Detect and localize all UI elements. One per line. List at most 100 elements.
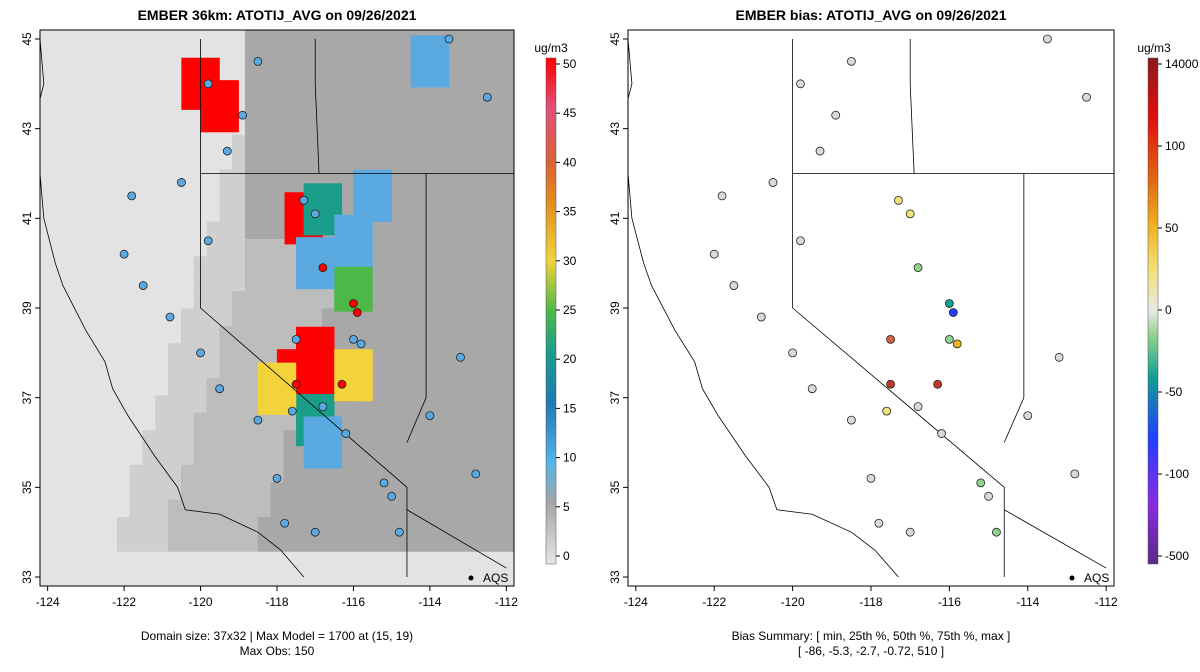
heatmap-cell xyxy=(475,499,489,517)
heatmap-cell xyxy=(462,377,477,396)
heatmap-cell xyxy=(65,308,79,326)
left-aqs-label: AQS xyxy=(483,571,508,585)
heatmap-cell xyxy=(219,151,233,170)
heatmap-cell xyxy=(360,568,374,586)
obs-station xyxy=(471,469,481,479)
heatmap-cell xyxy=(65,203,79,222)
heatmap-cell xyxy=(398,412,413,431)
heatmap-cell xyxy=(475,47,489,66)
heatmap-cell xyxy=(40,273,54,292)
heatmap-cell xyxy=(116,412,131,431)
heatmap-cell xyxy=(449,429,464,448)
heatmap-cell xyxy=(347,516,361,535)
heatmap-cell xyxy=(129,255,143,274)
heatmap-cell xyxy=(373,412,387,431)
heatmap-cell xyxy=(116,82,131,100)
heatmap-cell xyxy=(385,47,400,66)
heatmap-cell xyxy=(321,30,336,48)
heatmap-cell xyxy=(411,308,425,326)
bias-station xyxy=(709,249,719,259)
heatmap-cell xyxy=(270,238,284,257)
heatmap-cell xyxy=(347,134,361,153)
heatmap-cell xyxy=(437,221,451,239)
heatmap-cell xyxy=(168,342,182,361)
heatmap-cell xyxy=(449,394,464,413)
heatmap-cell xyxy=(385,290,400,309)
heatmap-cell xyxy=(373,360,387,378)
heatmap-cell xyxy=(385,394,400,413)
heatmap-cell xyxy=(501,481,514,500)
heatmap-cell xyxy=(78,273,92,292)
heatmap-cell xyxy=(65,516,79,535)
heatmap-cell xyxy=(142,290,156,309)
heatmap-cell xyxy=(398,221,413,239)
heatmap-cell xyxy=(91,221,105,239)
right-state-boundaries xyxy=(628,38,1114,578)
heatmap-cell xyxy=(129,47,143,66)
y-tick-label: 39 xyxy=(20,301,34,315)
heatmap-cell xyxy=(116,429,131,448)
heatmap-cell xyxy=(219,360,233,378)
y-tick-label: 45 xyxy=(20,32,34,46)
heatmap-cell xyxy=(347,481,361,500)
heatmap-cell xyxy=(232,342,246,361)
heatmap-cell xyxy=(411,516,425,535)
heatmap-cell xyxy=(219,568,233,586)
legend-tick-label: 45 xyxy=(563,106,577,120)
heatmap-cell xyxy=(155,151,169,170)
bias-station xyxy=(905,209,915,219)
heatmap-cell xyxy=(104,499,118,517)
heatmap-cell xyxy=(206,394,220,413)
heatmap-cell xyxy=(142,429,156,448)
heatmap-cell xyxy=(168,551,182,570)
heatmap-cell xyxy=(424,203,438,222)
heatmap-cell xyxy=(52,464,67,483)
heatmap-cell xyxy=(270,203,284,222)
heatmap-cell xyxy=(142,47,156,66)
heatmap-cell xyxy=(91,273,105,292)
heatmap-cell xyxy=(501,290,514,309)
heatmap-cell xyxy=(270,151,284,170)
heatmap-cell xyxy=(347,64,361,83)
heatmap-cell xyxy=(488,290,502,309)
heatmap-cell xyxy=(411,360,425,378)
heatmap-cell xyxy=(129,221,143,239)
heatmap-cell xyxy=(206,412,220,431)
heatmap-cell xyxy=(501,186,514,205)
heatmap-cell xyxy=(219,308,233,326)
heatmap-cell xyxy=(104,134,118,153)
heatmap-cell xyxy=(104,238,118,257)
heatmap-cell xyxy=(40,360,54,378)
heatmap-cell xyxy=(501,464,514,483)
heatmap-cell xyxy=(40,394,54,413)
heatmap-cell xyxy=(462,464,477,483)
heatmap-cell xyxy=(501,273,514,292)
heatmap-cell xyxy=(129,551,143,570)
heatmap-cell xyxy=(142,481,156,500)
heatmap-cell xyxy=(232,203,246,222)
x-tick-label: -124 xyxy=(624,595,648,609)
heatmap-cell xyxy=(52,221,67,239)
heatmap-cell xyxy=(78,342,92,361)
heatmap-cell xyxy=(411,99,425,118)
heatmap-cell xyxy=(283,116,297,135)
heatmap-cell xyxy=(488,447,502,465)
heatmap-cell xyxy=(411,394,425,413)
heatmap-cell xyxy=(142,394,156,413)
heatmap-cell xyxy=(91,99,105,118)
heatmap-cell xyxy=(411,325,425,344)
coastline xyxy=(628,38,899,578)
heatmap-cell xyxy=(475,203,489,222)
heatmap-cell xyxy=(462,47,477,66)
heatmap-cell xyxy=(40,342,54,361)
heatmap-cell xyxy=(142,447,156,465)
heatmap-cell xyxy=(232,499,246,517)
heatmap-cell xyxy=(360,325,374,344)
heatmap-cell xyxy=(168,533,182,552)
heatmap-cell xyxy=(116,47,131,66)
heatmap-cell xyxy=(424,151,438,170)
legend-tick-label: -500 xyxy=(1165,549,1189,563)
heatmap-cell xyxy=(321,308,336,326)
heatmap-cell xyxy=(206,342,220,361)
